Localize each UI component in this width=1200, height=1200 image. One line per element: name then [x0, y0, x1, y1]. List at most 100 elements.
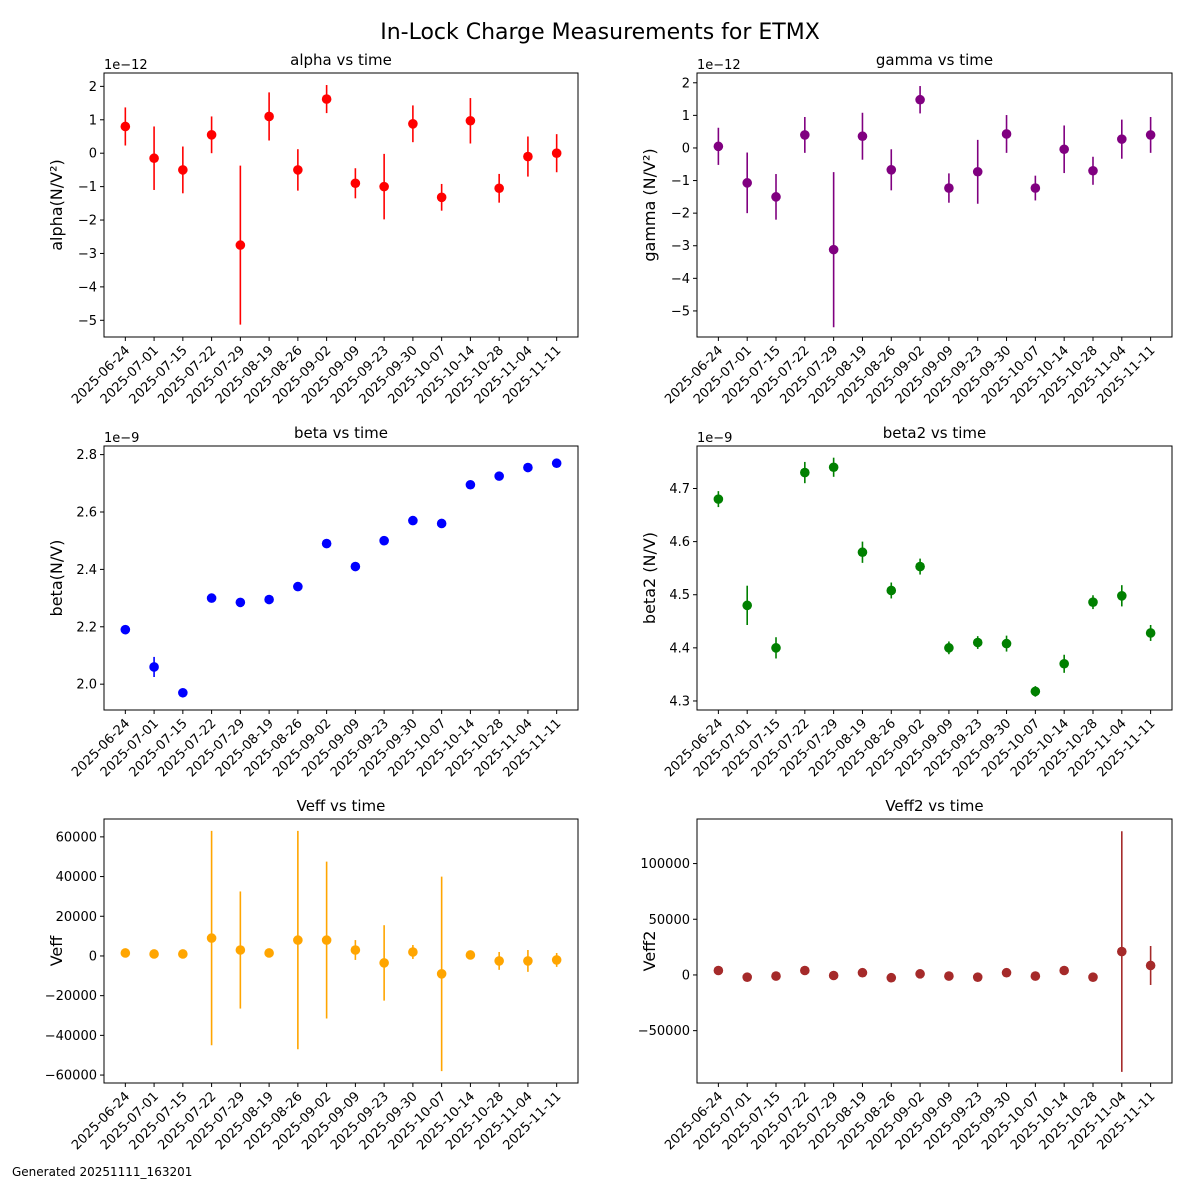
data-point — [1117, 134, 1127, 144]
subplot-3: beta2 vs time 1e−9 beta2 (N/V) 4.7 4.6 4.5 4.4… — [640, 424, 1173, 780]
data-point — [293, 935, 303, 945]
subplot-4: Veff vs time Veff 60000 40000 20000 0 −20000 −4… — [45, 797, 579, 1153]
subplot-1: gamma vs time 1e−12 gamma (N/V²) 2 1 0 −1 −2 −3 −… — [640, 51, 1173, 407]
y-tick-label: −1 — [78, 180, 97, 195]
data-point — [350, 178, 361, 189]
data-point — [1059, 965, 1069, 976]
subplot-0: alpha vs time 1e−12 alpha(N/V²) 2 1 0 −1 −2 −3 −4… — [47, 51, 579, 407]
data-point — [944, 643, 954, 653]
y-tick-label: 0 — [89, 949, 97, 964]
y-tick-label: 2.8 — [76, 448, 97, 463]
y-tick-label: 4.6 — [669, 535, 690, 550]
data-point — [551, 458, 562, 469]
y-tick-label: −3 — [671, 239, 690, 254]
y-tick-label: 4.7 — [669, 482, 690, 497]
data-point — [972, 166, 983, 177]
data-point — [206, 933, 217, 943]
data-point — [149, 949, 159, 959]
data-point — [321, 935, 332, 945]
subplot-5: Veff2 vs timeVeff2100000500000−500002025… — [638, 797, 1173, 1153]
data-point — [1030, 971, 1041, 981]
y-tick-label: 2 — [682, 76, 690, 91]
data-point — [235, 240, 246, 250]
axis-offset-label: 1e−9 — [697, 431, 732, 446]
data-point — [206, 130, 217, 140]
data-point — [436, 192, 447, 203]
data-point — [915, 94, 925, 105]
data-point — [149, 153, 159, 164]
y-tick-label: −2 — [671, 207, 690, 222]
data-point — [293, 165, 303, 175]
y-tick-label: 2.2 — [76, 620, 97, 635]
data-point — [1145, 628, 1156, 638]
y-tick-label: 2 — [89, 80, 97, 95]
data-point — [465, 479, 476, 490]
data-point — [465, 950, 476, 960]
y-tick-label: −40000 — [45, 1029, 97, 1044]
y-tick-label: 4.3 — [669, 694, 690, 709]
y-axis-label: beta(N/V) — [47, 540, 66, 617]
data-point — [1030, 183, 1041, 193]
y-tick-label: 60000 — [56, 830, 97, 845]
y-tick-label: 0 — [682, 968, 690, 983]
subplot-2: beta vs time 1e−9 beta(N/V) 2.8 2.6 2.4 2.2 2.0… — [47, 424, 579, 780]
y-tick-label: 2.4 — [76, 563, 97, 578]
data-point — [972, 972, 983, 982]
data-point — [944, 971, 954, 981]
data-point — [771, 971, 781, 981]
axes-frame — [696, 818, 1173, 1084]
axes-frame — [103, 72, 579, 338]
data-point — [713, 965, 724, 976]
data-point — [1088, 972, 1098, 982]
y-tick-label: −50000 — [638, 1024, 690, 1039]
subplot-title: beta2 vs time — [883, 424, 986, 442]
axis-offset-label: 1e−12 — [104, 58, 148, 73]
data-point — [1088, 165, 1098, 176]
y-tick-label: 2.6 — [76, 506, 97, 521]
data-point — [1145, 130, 1156, 140]
axis-offset-label: 1e−9 — [104, 431, 139, 446]
axes-frame — [103, 445, 579, 711]
data-point — [465, 115, 476, 126]
data-point — [857, 131, 868, 142]
y-tick-label: 1 — [682, 109, 690, 124]
data-point — [321, 94, 332, 104]
data-point — [523, 151, 533, 162]
data-point — [1001, 638, 1012, 649]
subplot-title: Veff vs time — [297, 797, 386, 815]
data-point — [551, 955, 562, 965]
data-point — [771, 192, 781, 202]
y-tick-label: −5 — [78, 314, 97, 329]
data-point — [915, 561, 925, 572]
data-point — [800, 130, 810, 140]
generated-footer: Generated 20251111_163201 — [12, 1165, 193, 1179]
data-point — [408, 515, 418, 526]
data-point — [264, 111, 274, 122]
data-point — [494, 471, 504, 481]
data-point — [828, 970, 839, 981]
data-point — [944, 183, 954, 193]
data-point — [350, 945, 361, 955]
data-point — [379, 535, 389, 546]
data-point — [178, 165, 188, 175]
data-point — [120, 624, 131, 635]
y-tick-label: −2 — [78, 214, 97, 229]
data-point — [857, 547, 868, 558]
data-point — [494, 183, 504, 194]
data-point — [206, 593, 217, 603]
axis-offset-label: 1e−12 — [697, 58, 741, 73]
data-point — [713, 141, 724, 152]
data-point — [120, 121, 131, 132]
data-point — [742, 972, 752, 982]
data-point — [886, 972, 897, 983]
y-tick-label: −1 — [671, 174, 690, 189]
data-point — [742, 178, 752, 188]
y-tick-label: 0 — [682, 141, 690, 156]
data-point — [551, 148, 562, 159]
data-point — [264, 594, 274, 605]
y-tick-label: 1 — [89, 113, 97, 128]
axes-frame — [696, 72, 1173, 338]
data-point — [1059, 144, 1069, 155]
